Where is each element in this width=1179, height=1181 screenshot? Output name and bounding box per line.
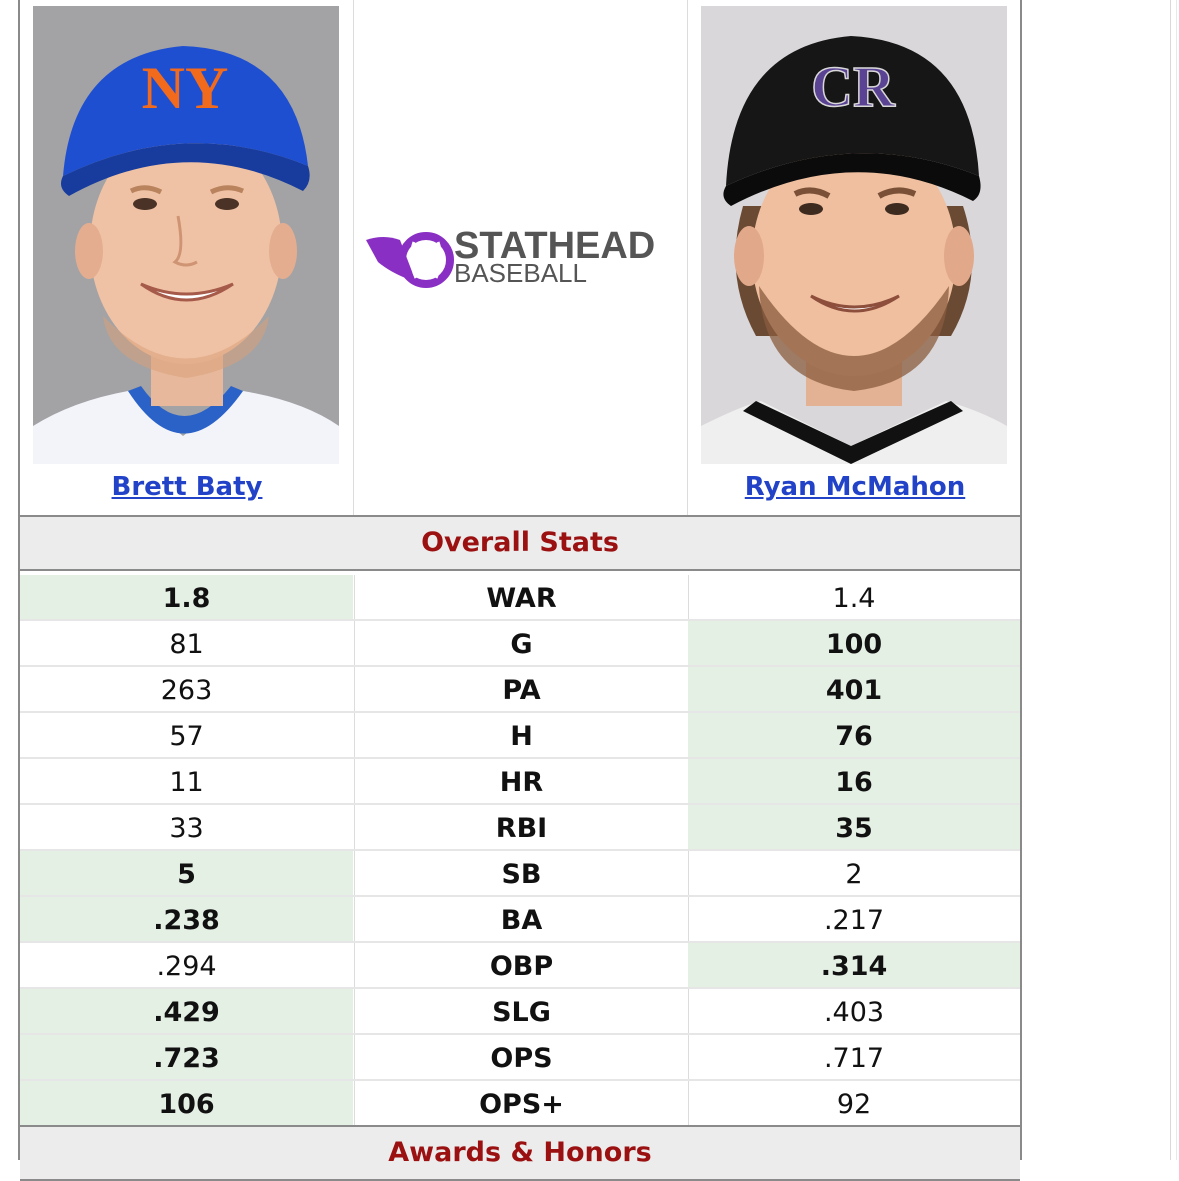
table-row: 5 SB 2 <box>20 851 1020 897</box>
table-row: 263 PA 401 <box>20 667 1020 713</box>
left-player-value: 263 <box>160 675 213 706</box>
table-row: 33 RBI 35 <box>20 805 1020 851</box>
table-row: 57 H 76 <box>20 713 1020 759</box>
right-player-value: 401 <box>688 667 1020 711</box>
stat-label: WAR <box>354 575 689 619</box>
table-row: 11 HR 16 <box>20 759 1020 805</box>
left-player-value: .294 <box>156 951 217 982</box>
right-player-value: .403 <box>823 997 885 1028</box>
right-player-value: 16 <box>688 759 1020 803</box>
table-row: .238 BA .217 <box>20 897 1020 943</box>
player-link-right[interactable]: Ryan McMahon <box>744 472 966 502</box>
player-photo-left: NY <box>33 6 339 464</box>
table-row: 1.8 WAR 1.4 <box>20 575 1020 621</box>
stat-label: OBP <box>354 943 689 987</box>
right-player-value: 100 <box>688 621 1020 665</box>
left-player-value: 81 <box>169 629 204 660</box>
stat-label: SLG <box>354 989 689 1033</box>
awards-title: Awards & Honors <box>388 1137 652 1168</box>
player-photo-right: CR <box>701 6 1007 464</box>
overall-stats-title: Overall Stats <box>421 527 619 558</box>
left-player-value: 1.8 <box>20 575 353 619</box>
left-player-value: .238 <box>20 897 353 941</box>
right-player-value: .717 <box>823 1043 885 1074</box>
right-player-value: .314 <box>688 943 1020 987</box>
table-row: 106 OPS+ 92 <box>20 1081 1020 1127</box>
page-edge-line <box>1170 0 1171 1160</box>
table-row: .294 OBP .314 <box>20 943 1020 989</box>
stat-label: G <box>354 621 689 665</box>
right-player-value: .217 <box>823 905 885 936</box>
stat-label: RBI <box>354 805 689 849</box>
svg-text:NY: NY <box>142 55 229 121</box>
left-player-value: 57 <box>169 721 204 752</box>
table-row: .723 OPS .717 <box>20 1035 1020 1081</box>
player-link-left[interactable]: Brett Baty <box>111 472 263 502</box>
left-player-value: .723 <box>20 1035 353 1079</box>
logo-line1: STATHEAD <box>454 225 655 267</box>
table-left-border <box>18 0 20 1160</box>
table-row: .429 SLG .403 <box>20 989 1020 1035</box>
page-edge-line <box>1176 0 1177 1160</box>
left-player-value: 11 <box>169 767 204 798</box>
left-player-value: .429 <box>20 989 353 1033</box>
table-right-border <box>1020 0 1022 1160</box>
table-row: 81 G 100 <box>20 621 1020 667</box>
svg-text:CR: CR <box>811 54 896 119</box>
stat-label: HR <box>354 759 689 803</box>
stathead-logo: STATHEAD BASEBALL <box>364 222 684 292</box>
column-divider <box>687 0 688 515</box>
left-player-value: 5 <box>20 851 353 895</box>
overall-stats-header: Overall Stats <box>20 515 1020 571</box>
awards-header: Awards & Honors <box>20 1125 1020 1181</box>
stat-label: OPS+ <box>354 1081 689 1125</box>
left-player-value: 33 <box>169 813 204 844</box>
stat-label: H <box>354 713 689 757</box>
stat-label: BA <box>354 897 689 941</box>
left-player-value: 106 <box>20 1081 353 1125</box>
right-player-value: 1.4 <box>832 583 876 614</box>
right-player-value: 76 <box>688 713 1020 757</box>
right-player-value: 92 <box>836 1089 872 1120</box>
stat-label: SB <box>354 851 689 895</box>
stat-label: OPS <box>354 1035 689 1079</box>
stat-label: PA <box>354 667 689 711</box>
logo-line2: BASEBALL <box>454 258 587 288</box>
right-player-value: 2 <box>845 859 863 890</box>
right-player-value: 35 <box>688 805 1020 849</box>
column-divider <box>353 0 354 515</box>
